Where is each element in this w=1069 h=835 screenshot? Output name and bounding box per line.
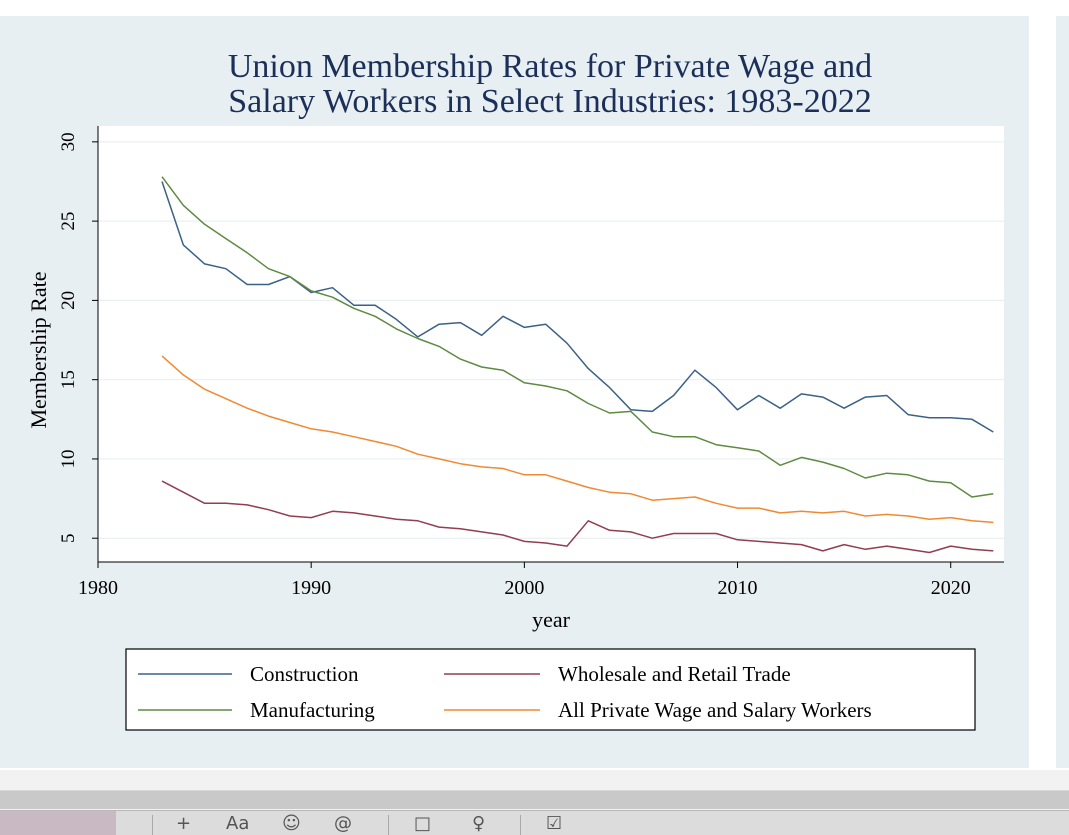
line-chart: Union Membership Rates for Private Wage … (26, 48, 1004, 731)
toolbar-divider (520, 815, 521, 835)
plot-area (98, 126, 1004, 562)
y-tick-label: 5 (58, 533, 79, 543)
toolbar-divider (388, 815, 389, 835)
series-line-manufacturing (161, 176, 994, 498)
axes: 5 10 15 20 25 30 1980 1990 2000 2010 2020 (58, 126, 1004, 599)
x-axis-label: year (532, 607, 571, 632)
toolbar-divider (152, 815, 153, 835)
series-lines (161, 176, 994, 554)
message-toolbar: + Aa ☺ @ □ ♀ ☑ (0, 810, 1069, 835)
chart-title-line-1: Union Membership Rates for Private Wage … (228, 48, 872, 85)
text-format-icon[interactable]: Aa (226, 813, 250, 834)
x-tick-label: 1990 (291, 577, 331, 599)
legend-label: All Private Wage and Salary Workers (558, 698, 872, 722)
y-tick-label: 10 (58, 449, 79, 468)
compose-icon[interactable]: ☑ (546, 813, 563, 834)
y-tick-label: 15 (58, 370, 79, 389)
series-line-wholesale-and-retail-trade (161, 480, 994, 554)
y-axis-label: Membership Rate (26, 271, 51, 428)
x-tick-label: 2020 (931, 577, 971, 599)
video-icon[interactable]: □ (414, 813, 432, 834)
x-tick-label: 2010 (718, 577, 758, 599)
plus-icon[interactable]: + (176, 813, 192, 834)
legend-label: Construction (250, 662, 359, 686)
microphone-icon[interactable]: ♀ (472, 813, 486, 834)
legend-label: Wholesale and Retail Trade (558, 662, 791, 686)
y-tick-label: 20 (58, 291, 79, 310)
y-tick-label: 30 (58, 132, 79, 151)
scrollbar-track[interactable] (0, 790, 1069, 809)
y-tick-label: 25 (58, 212, 79, 231)
mention-icon[interactable]: @ (334, 813, 352, 834)
series-line-all-private-wage-and-salary-workers (161, 355, 994, 524)
legend-label: Manufacturing (250, 698, 375, 722)
grid-lines (98, 141, 1004, 539)
legend: Construction Wholesale and Retail Trade Ma… (138, 662, 872, 722)
x-tick-label: 2000 (504, 577, 544, 599)
x-tick-label: 1980 (78, 577, 118, 599)
toolbar-tab[interactable] (0, 811, 116, 835)
emoji-icon[interactable]: ☺ (282, 813, 301, 834)
chart-title-line-2: Salary Workers in Select Industries: 198… (228, 83, 871, 120)
legend-box (125, 648, 976, 731)
side-panel-edge (1056, 16, 1069, 768)
chart-panel: Union Membership Rates for Private Wage … (0, 16, 1029, 768)
